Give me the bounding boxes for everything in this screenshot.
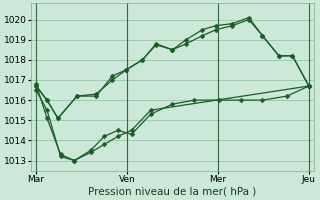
X-axis label: Pression niveau de la mer( hPa ): Pression niveau de la mer( hPa ) [88,187,257,197]
